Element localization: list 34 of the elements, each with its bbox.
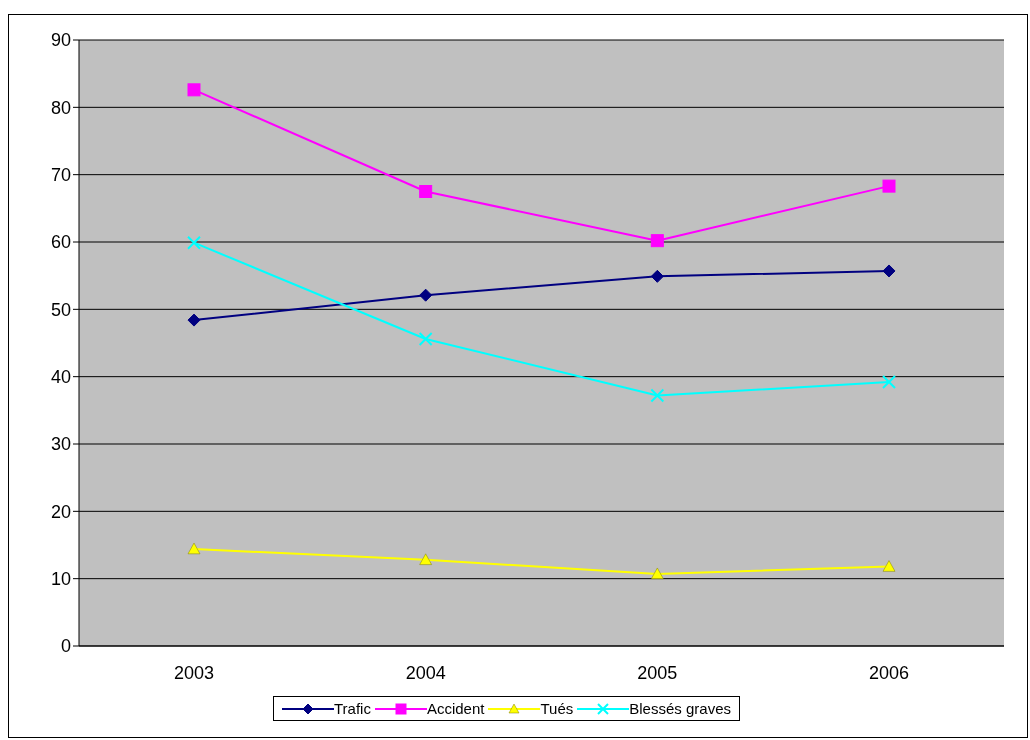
point xyxy=(882,179,896,193)
y-tick-label: 90 xyxy=(50,30,71,51)
x-tick-label: 2005 xyxy=(637,662,678,683)
point xyxy=(187,313,201,327)
point xyxy=(650,234,664,248)
y-tick-label: 40 xyxy=(50,367,71,388)
point xyxy=(882,375,896,390)
legend-label: Accident xyxy=(426,700,485,717)
point xyxy=(419,185,433,198)
point xyxy=(651,567,664,579)
y-tick-label: 10 xyxy=(50,569,71,590)
point xyxy=(418,331,433,346)
point xyxy=(419,288,433,302)
y-tick-label: 30 xyxy=(50,434,71,455)
y-tick-label: 0 xyxy=(60,636,71,657)
y-tick-label: 50 xyxy=(50,299,71,320)
x-tick-label: 2004 xyxy=(405,662,446,683)
point xyxy=(187,542,201,555)
point xyxy=(419,553,432,565)
y-tick-label: 20 xyxy=(50,501,71,522)
point xyxy=(187,235,201,250)
legend-label: Tués xyxy=(540,700,574,717)
y-tick-label: 60 xyxy=(50,232,71,253)
x-tick-label: 2003 xyxy=(173,662,215,683)
point xyxy=(882,264,896,278)
legend-label: Blessés graves xyxy=(629,700,731,717)
point xyxy=(187,83,201,97)
x-tick-label: 2006 xyxy=(868,662,910,683)
point xyxy=(650,269,664,283)
point xyxy=(650,388,665,403)
y-tick-label: 70 xyxy=(50,165,71,186)
point xyxy=(882,560,896,572)
legend-label: Trafic xyxy=(333,700,371,717)
y-tick-label: 80 xyxy=(50,97,71,118)
